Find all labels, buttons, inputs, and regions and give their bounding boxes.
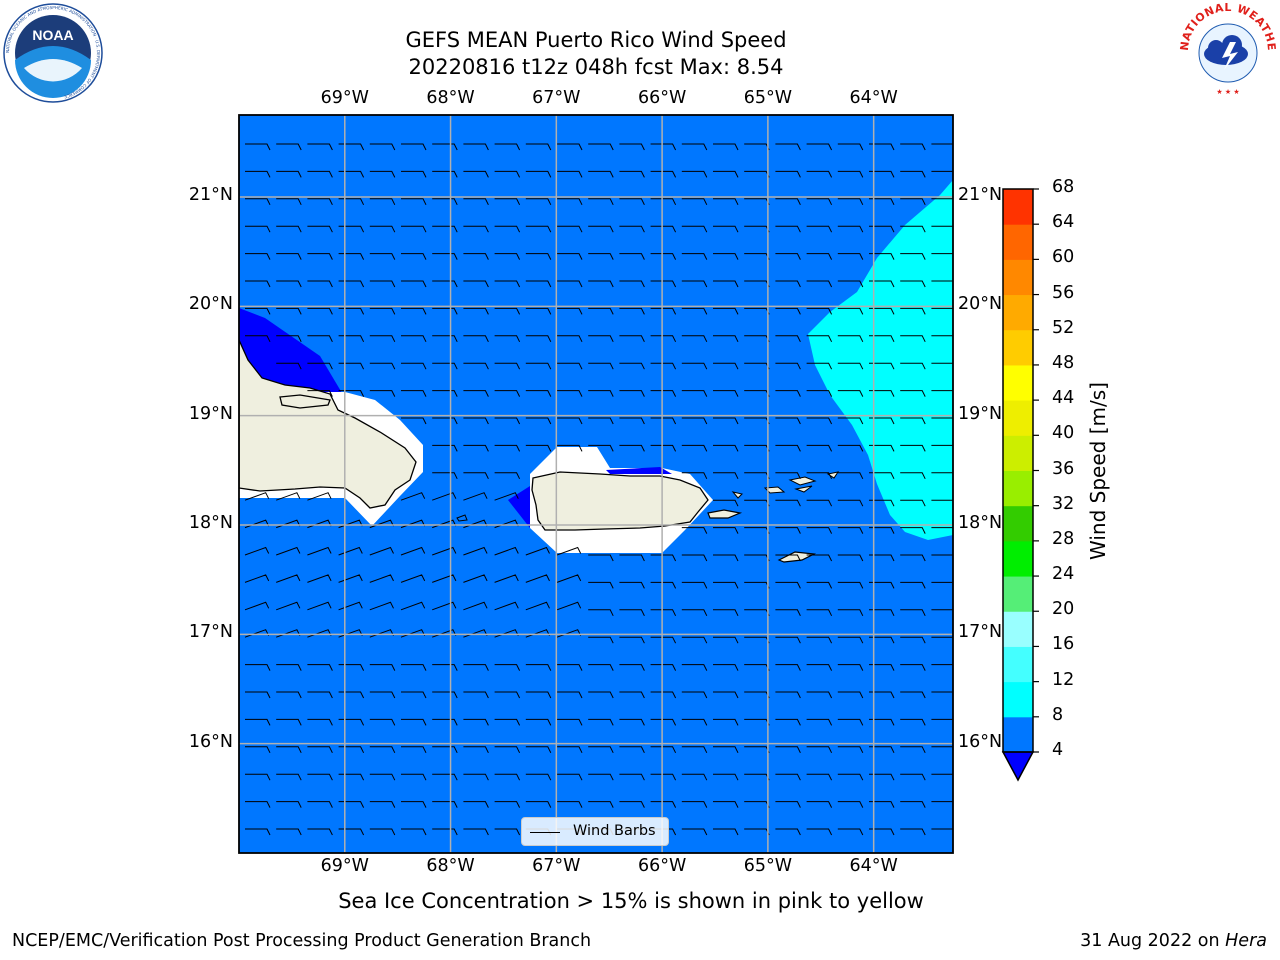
colorbar-extend-triangle <box>1001 751 1035 782</box>
colorbar-tick-label: 12 <box>1052 669 1075 690</box>
colorbar-tick-label: 68 <box>1052 177 1075 197</box>
lon-tick-label: 68°W <box>426 88 475 108</box>
gridlines <box>239 115 953 853</box>
colorbar-tick-label: 4 <box>1052 740 1064 760</box>
wind-barbs <box>244 143 953 836</box>
lat-tick-label: 18°N <box>958 513 1003 533</box>
wind-barb-glyphs <box>244 143 953 836</box>
lon-tick-label: 67°W <box>532 88 581 108</box>
colorbar-segment <box>1003 435 1033 471</box>
wind-8-12-region <box>808 180 953 540</box>
colorbar-title: Wind Speed [m/s] <box>1086 382 1110 560</box>
lon-tick-label: 64°W <box>849 88 898 108</box>
lon-tick-label: 64°W <box>849 856 898 876</box>
legend-label: Wind Barbs <box>573 823 656 839</box>
lat-tick-label: 20°N <box>958 294 1003 315</box>
masked-area-puerto-rico <box>530 447 713 553</box>
lat-tick-label: 20°N <box>188 294 233 315</box>
mona-island <box>456 514 468 522</box>
colorbar-tick-label: 44 <box>1052 388 1075 409</box>
vieques-island <box>707 509 743 519</box>
sea-ice-note: Sea Ice Concentration > 15% is shown in … <box>338 889 924 913</box>
lon-tick-label: 67°W <box>532 856 581 876</box>
svg-text:NOAA: NOAA <box>32 27 73 43</box>
colorbar-tick-label: 36 <box>1052 458 1075 479</box>
colorbar-tick-label: 48 <box>1052 352 1075 373</box>
lon-tick-label: 68°W <box>426 856 475 876</box>
lat-tick-label: 17°N <box>188 622 233 643</box>
colorbar-tick-label: 64 <box>1052 212 1075 233</box>
colorbar-segment <box>1003 505 1033 542</box>
st-croix-island <box>777 551 817 563</box>
footer-host: Hera <box>1225 931 1267 951</box>
lat-tick-label: 21°N <box>188 185 233 205</box>
colorbar-tick-label: 56 <box>1052 282 1075 303</box>
colorbar-segment <box>1003 294 1033 331</box>
chart-subtitle: 20220816 t12z 048h fcst Max: 8.54 <box>408 55 784 79</box>
colorbar-segment <box>1003 189 1033 225</box>
colorbar-segment <box>1003 364 1033 401</box>
colorbar-segment <box>1003 400 1033 436</box>
colorbar-segment <box>1003 540 1033 577</box>
colorbar-tick-label: 32 <box>1052 493 1075 514</box>
colorbar-tick-label: 28 <box>1052 528 1075 549</box>
lon-tick-label: 66°W <box>637 856 687 876</box>
colorbar-tick-label: 40 <box>1052 423 1075 444</box>
chart-title: GEFS MEAN Puerto Rico Wind Speed <box>405 28 787 52</box>
culebra-island <box>731 491 743 499</box>
hispaniola-peninsula <box>279 394 331 409</box>
hispaniola-land <box>239 339 417 509</box>
lat-tick-label: 16°N <box>958 731 1003 752</box>
ocean-wind-field <box>239 115 953 853</box>
virgin-islands <box>763 471 840 494</box>
lat-tick-label: 21°N <box>958 185 1003 205</box>
colorbar-segment <box>1003 576 1033 612</box>
colorbar-tick-label: 60 <box>1052 247 1075 268</box>
wind-below-4-region <box>239 308 342 393</box>
nws-logo: NATIONAL WEATHER SERVICE ★ ★ ★ <box>1173 0 1278 100</box>
wind-below-4-pr-north <box>606 467 672 474</box>
colorbar-segment <box>1003 646 1033 683</box>
lon-tick-label: 65°W <box>743 856 793 876</box>
lat-tick-label: 16°N <box>188 731 233 752</box>
colorbar-segment <box>1003 681 1033 718</box>
masked-area-hispaniola <box>239 392 423 526</box>
lon-tick-label: 69°W <box>320 88 369 108</box>
lat-tick-label: 19°N <box>188 403 233 424</box>
colorbar-tick-label: 16 <box>1052 634 1075 655</box>
lat-tick-label: 19°N <box>958 403 1003 424</box>
legend-line-icon <box>530 832 560 833</box>
colorbar-tick-label: 8 <box>1052 704 1064 725</box>
lon-tick-label: 65°W <box>743 88 793 108</box>
colorbar-segment <box>1003 716 1033 753</box>
colorbar-tick-label: 24 <box>1052 564 1075 585</box>
colorbar-segment <box>1003 224 1033 260</box>
colorbar-segment <box>1003 259 1033 296</box>
wind-below-4-pr-west <box>508 486 530 528</box>
noaa-logo: NOAA NATIONAL OCEANIC AND ATMOSPHERIC AD… <box>2 2 104 104</box>
colorbar-segment <box>1003 611 1033 647</box>
puerto-rico-land <box>531 471 709 531</box>
map-frame <box>238 114 954 854</box>
lat-tick-label: 17°N <box>958 622 1003 643</box>
colorbar-segment <box>1003 329 1033 366</box>
colorbar-tick-label: 20 <box>1052 599 1075 620</box>
lon-tick-label: 69°W <box>320 856 369 876</box>
lat-tick-label: 18°N <box>188 513 233 533</box>
footer-date: 31 Aug 2022 on Hera <box>1080 931 1267 951</box>
svg-text:★ ★ ★: ★ ★ ★ <box>1216 88 1239 96</box>
colorbar-segment <box>1003 470 1033 507</box>
colorbar-tick-label: 52 <box>1052 317 1075 338</box>
footer-credit: NCEP/EMC/Verification Post Processing Pr… <box>12 931 592 951</box>
lon-tick-label: 66°W <box>637 88 687 108</box>
map-legend: Wind Barbs <box>521 817 669 846</box>
